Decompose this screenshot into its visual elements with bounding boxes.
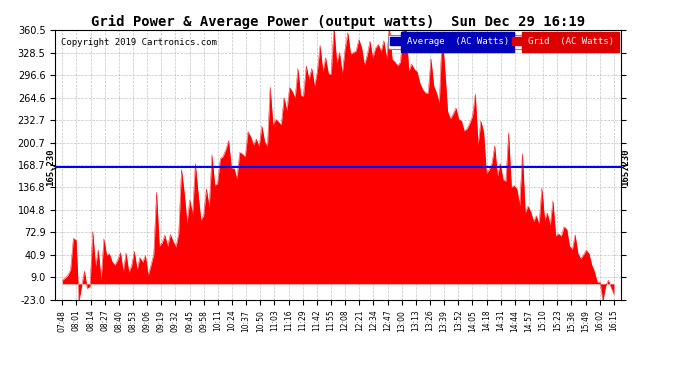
Text: 165.230: 165.230 [621,148,630,186]
Title: Grid Power & Average Power (output watts)  Sun Dec 29 16:19: Grid Power & Average Power (output watts… [91,15,585,29]
Legend: Average  (AC Watts), Grid  (AC Watts): Average (AC Watts), Grid (AC Watts) [388,34,616,49]
Text: 165.230: 165.230 [46,148,55,186]
Text: Copyright 2019 Cartronics.com: Copyright 2019 Cartronics.com [61,38,217,47]
